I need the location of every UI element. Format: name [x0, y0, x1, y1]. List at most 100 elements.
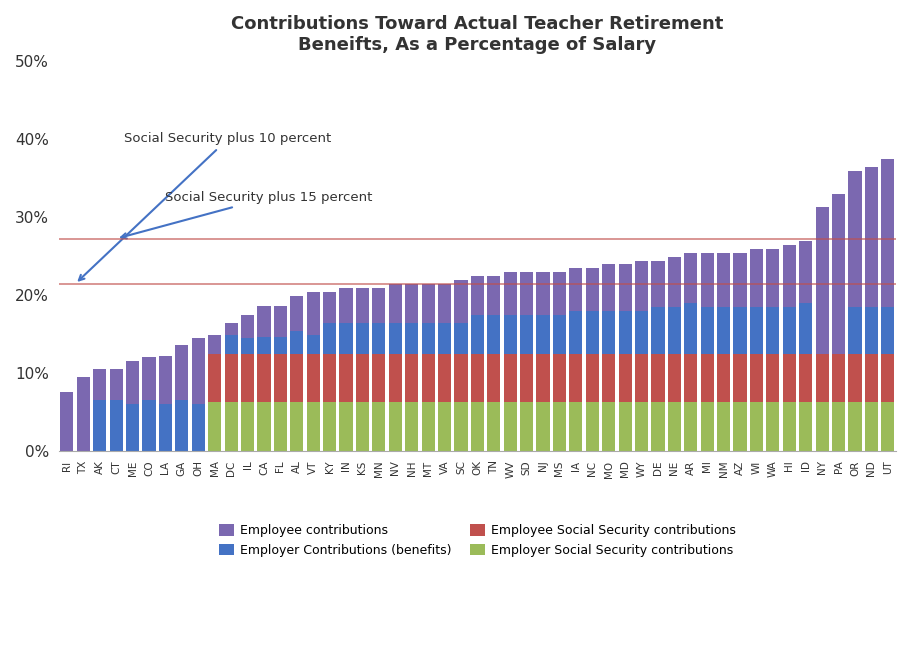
- Bar: [750, 307, 763, 354]
- Bar: [537, 272, 549, 315]
- Bar: [389, 284, 402, 323]
- Bar: [389, 354, 402, 402]
- Bar: [455, 402, 467, 451]
- Bar: [815, 207, 829, 354]
- Bar: [274, 402, 287, 451]
- Bar: [799, 402, 813, 451]
- Bar: [569, 268, 582, 311]
- Bar: [455, 354, 467, 402]
- Bar: [553, 315, 566, 354]
- Bar: [405, 402, 418, 451]
- Bar: [422, 323, 435, 354]
- Bar: [487, 354, 500, 402]
- Bar: [619, 264, 631, 311]
- Bar: [291, 296, 303, 331]
- Bar: [340, 323, 353, 354]
- Bar: [159, 355, 172, 404]
- Bar: [635, 261, 648, 311]
- Bar: [684, 402, 697, 451]
- Bar: [586, 268, 599, 311]
- Bar: [701, 307, 714, 354]
- Bar: [717, 307, 731, 354]
- Bar: [191, 404, 205, 451]
- Bar: [389, 323, 402, 354]
- Bar: [733, 354, 747, 402]
- Bar: [258, 306, 271, 337]
- Bar: [799, 241, 813, 303]
- Bar: [651, 261, 664, 307]
- Bar: [159, 404, 172, 451]
- Bar: [799, 303, 813, 354]
- Bar: [766, 249, 780, 307]
- Bar: [389, 402, 402, 451]
- Bar: [191, 338, 205, 404]
- Bar: [438, 354, 451, 402]
- Bar: [504, 272, 517, 315]
- Bar: [701, 354, 714, 402]
- Bar: [520, 315, 533, 354]
- Bar: [684, 354, 697, 402]
- Bar: [635, 354, 648, 402]
- Bar: [258, 402, 271, 451]
- Bar: [553, 354, 566, 402]
- Bar: [471, 315, 484, 354]
- Bar: [208, 336, 221, 354]
- Bar: [783, 245, 796, 307]
- Bar: [619, 402, 631, 451]
- Bar: [569, 311, 582, 354]
- Bar: [109, 400, 123, 451]
- Bar: [405, 323, 418, 354]
- Bar: [307, 402, 320, 451]
- Text: Social Security plus 10 percent: Social Security plus 10 percent: [79, 132, 332, 281]
- Bar: [701, 253, 714, 307]
- Bar: [602, 354, 615, 402]
- Bar: [635, 311, 648, 354]
- Bar: [438, 323, 451, 354]
- Title: Contributions Toward Actual Teacher Retirement
Beneifts, As a Percentage of Sala: Contributions Toward Actual Teacher Reti…: [231, 15, 723, 54]
- Bar: [619, 354, 631, 402]
- Bar: [471, 354, 484, 402]
- Bar: [422, 284, 435, 323]
- Bar: [602, 264, 615, 311]
- Bar: [799, 354, 813, 402]
- Bar: [881, 159, 895, 307]
- Bar: [422, 402, 435, 451]
- Bar: [241, 354, 254, 402]
- Bar: [471, 402, 484, 451]
- Bar: [60, 393, 74, 451]
- Bar: [865, 167, 878, 307]
- Bar: [175, 400, 189, 451]
- Bar: [553, 402, 566, 451]
- Bar: [783, 402, 796, 451]
- Bar: [224, 323, 238, 334]
- Bar: [224, 354, 238, 402]
- Bar: [733, 307, 747, 354]
- Bar: [504, 402, 517, 451]
- Bar: [438, 284, 451, 323]
- Bar: [865, 307, 878, 354]
- Bar: [717, 253, 731, 307]
- Bar: [422, 354, 435, 402]
- Bar: [586, 402, 599, 451]
- Legend: Employee contributions, Employer Contributions (benefits), Employee Social Secur: Employee contributions, Employer Contrib…: [213, 520, 742, 561]
- Bar: [701, 402, 714, 451]
- Bar: [766, 354, 780, 402]
- Bar: [373, 402, 385, 451]
- Bar: [224, 402, 238, 451]
- Bar: [848, 171, 862, 307]
- Bar: [668, 257, 681, 307]
- Bar: [504, 315, 517, 354]
- Bar: [569, 402, 582, 451]
- Bar: [274, 354, 287, 402]
- Bar: [520, 272, 533, 315]
- Bar: [323, 354, 336, 402]
- Bar: [848, 402, 862, 451]
- Bar: [438, 402, 451, 451]
- Bar: [142, 357, 156, 400]
- Bar: [537, 354, 549, 402]
- Bar: [241, 315, 254, 338]
- Bar: [405, 354, 418, 402]
- Bar: [323, 292, 336, 323]
- Bar: [356, 288, 369, 323]
- Bar: [750, 354, 763, 402]
